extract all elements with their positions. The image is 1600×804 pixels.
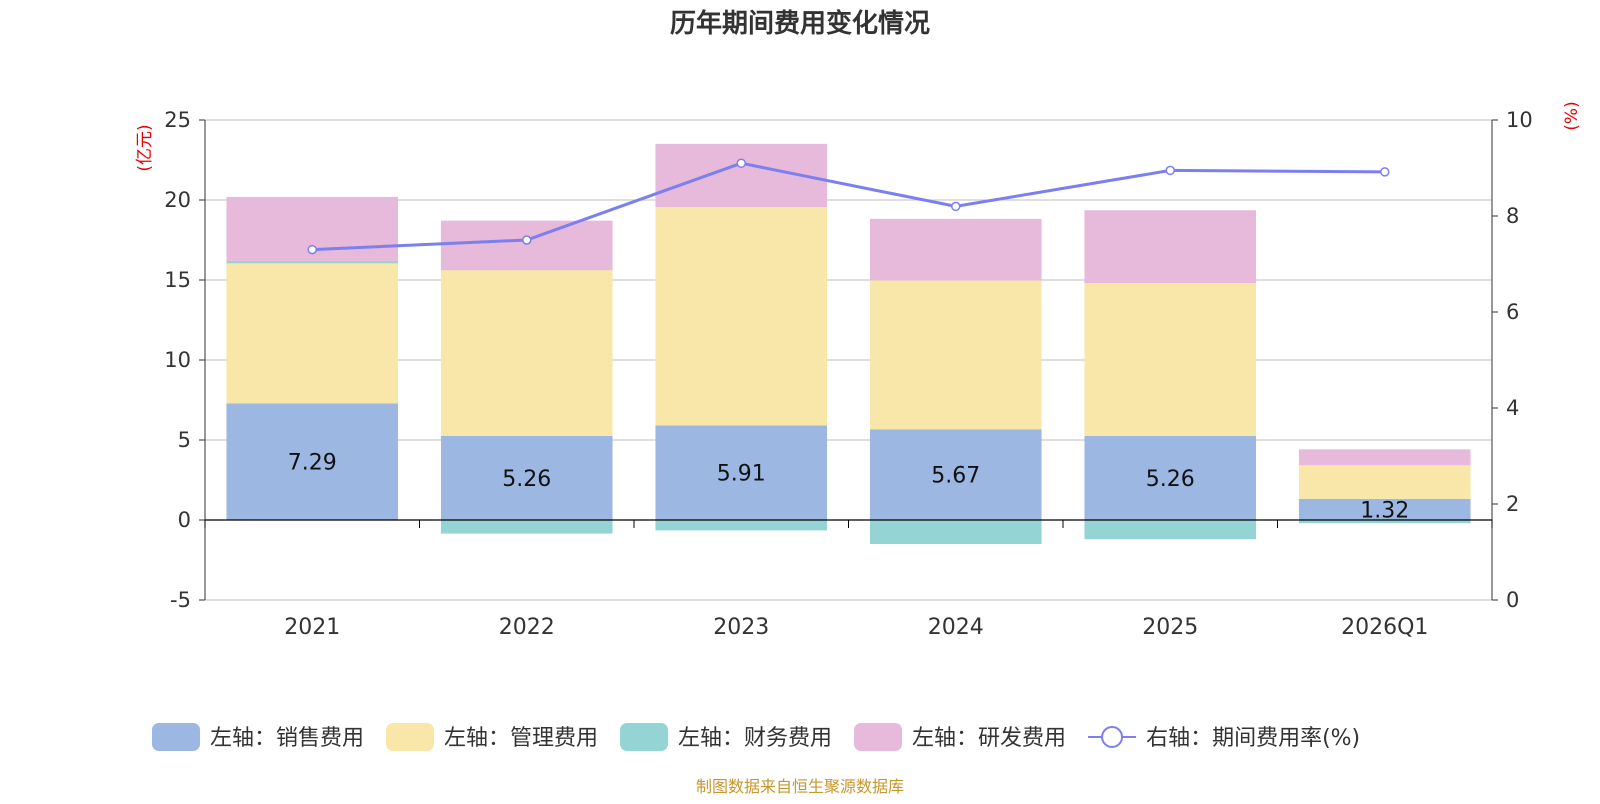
bar-segment xyxy=(226,260,399,264)
bar-segment xyxy=(869,429,1042,520)
bar-segment xyxy=(440,220,613,271)
bar-segment xyxy=(226,403,399,520)
legend-label: 右轴：期间费用率(%) xyxy=(1146,726,1360,751)
legend-label: 左轴：管理费用 xyxy=(444,726,598,751)
bar-segment xyxy=(1298,449,1471,466)
x-tick-label: 2022 xyxy=(499,615,555,640)
bar-segment xyxy=(440,435,613,520)
legend-swatch xyxy=(152,723,200,751)
y-right-tick-label: 0 xyxy=(1506,588,1519,612)
bar-segment xyxy=(869,280,1042,430)
legend-swatch xyxy=(620,723,669,751)
data-label: 5.26 xyxy=(1146,467,1195,492)
y-right-tick-label: 8 xyxy=(1506,204,1519,228)
legend: 左轴：销售费用 左轴：管理费用 左轴：财务费用 左轴：研发费用 右轴：期间费用率(%) xyxy=(152,723,1360,751)
x-tick-label: 2021 xyxy=(284,615,340,640)
y-right-tick-label: 6 xyxy=(1506,300,1519,324)
bar-segment xyxy=(226,263,399,404)
x-tick-label: 2023 xyxy=(713,615,769,640)
y-left-tick-label: 10 xyxy=(164,348,191,372)
data-label: 5.91 xyxy=(717,462,766,487)
y-left-tick-label: 15 xyxy=(164,268,191,292)
y-left-unit-label: (亿元) xyxy=(135,124,155,171)
labels-layer: 7.29 5.26 5.91 5.67 5.26 1.32 xyxy=(288,451,1409,524)
bar-segment xyxy=(440,270,613,436)
bar-segment xyxy=(1298,465,1471,499)
line-layer xyxy=(307,158,1390,255)
bar-segment xyxy=(1084,283,1257,436)
bar-segment xyxy=(869,218,1042,281)
legend-label: 左轴：销售费用 xyxy=(210,726,364,751)
bar-segment xyxy=(1298,520,1471,524)
legend-swatch xyxy=(386,723,435,751)
bar-segment xyxy=(655,425,828,520)
legend-label: 左轴：财务费用 xyxy=(678,726,832,751)
y-left-tick-label: -5 xyxy=(170,588,191,612)
bars-layer xyxy=(226,143,1471,544)
y-left-tick-label: 20 xyxy=(164,188,191,212)
y-right-tick-label: 10 xyxy=(1506,108,1533,132)
legend-label: 左轴：研发费用 xyxy=(912,726,1066,751)
bar-segment xyxy=(440,520,613,534)
bar-segment xyxy=(1084,210,1257,284)
y-left-tick-label: 0 xyxy=(178,508,191,532)
line-series-path xyxy=(312,161,1385,252)
legend-swatch xyxy=(854,723,903,751)
line-point xyxy=(307,244,317,255)
y-right-tick-label: 2 xyxy=(1506,492,1519,516)
line-point xyxy=(522,235,532,245)
bar-segment xyxy=(1298,498,1471,520)
x-tick-label: 2026Q1 xyxy=(1341,615,1428,640)
source-note: 制图数据来自恒生聚源数据库 xyxy=(696,777,904,796)
y-left-tick-label: 25 xyxy=(164,108,191,132)
x-tick-label: 2025 xyxy=(1142,615,1198,640)
y-right-unit-label: (%) xyxy=(1562,101,1582,130)
line-point xyxy=(951,201,961,212)
chart-title: 历年期间费用变化情况 xyxy=(670,8,930,39)
x-tick-label: 2024 xyxy=(928,615,984,640)
bar-segment xyxy=(655,207,828,426)
data-label: 7.29 xyxy=(288,451,337,476)
data-label: 5.26 xyxy=(502,467,551,492)
data-label: 1.32 xyxy=(1360,498,1409,523)
y-left-tick-label: 5 xyxy=(178,428,191,452)
bar-segment xyxy=(1084,520,1257,540)
data-label: 5.67 xyxy=(931,464,980,489)
grid-layer xyxy=(205,119,1492,601)
legend-swatch-marker xyxy=(1101,726,1124,748)
line-point xyxy=(1165,165,1175,176)
line-point xyxy=(1380,167,1390,177)
bar-segment xyxy=(869,520,1042,544)
bar-segment xyxy=(655,520,828,531)
bar-segment xyxy=(1084,435,1257,520)
line-point xyxy=(736,158,746,168)
y-right-tick-label: 4 xyxy=(1506,396,1519,420)
